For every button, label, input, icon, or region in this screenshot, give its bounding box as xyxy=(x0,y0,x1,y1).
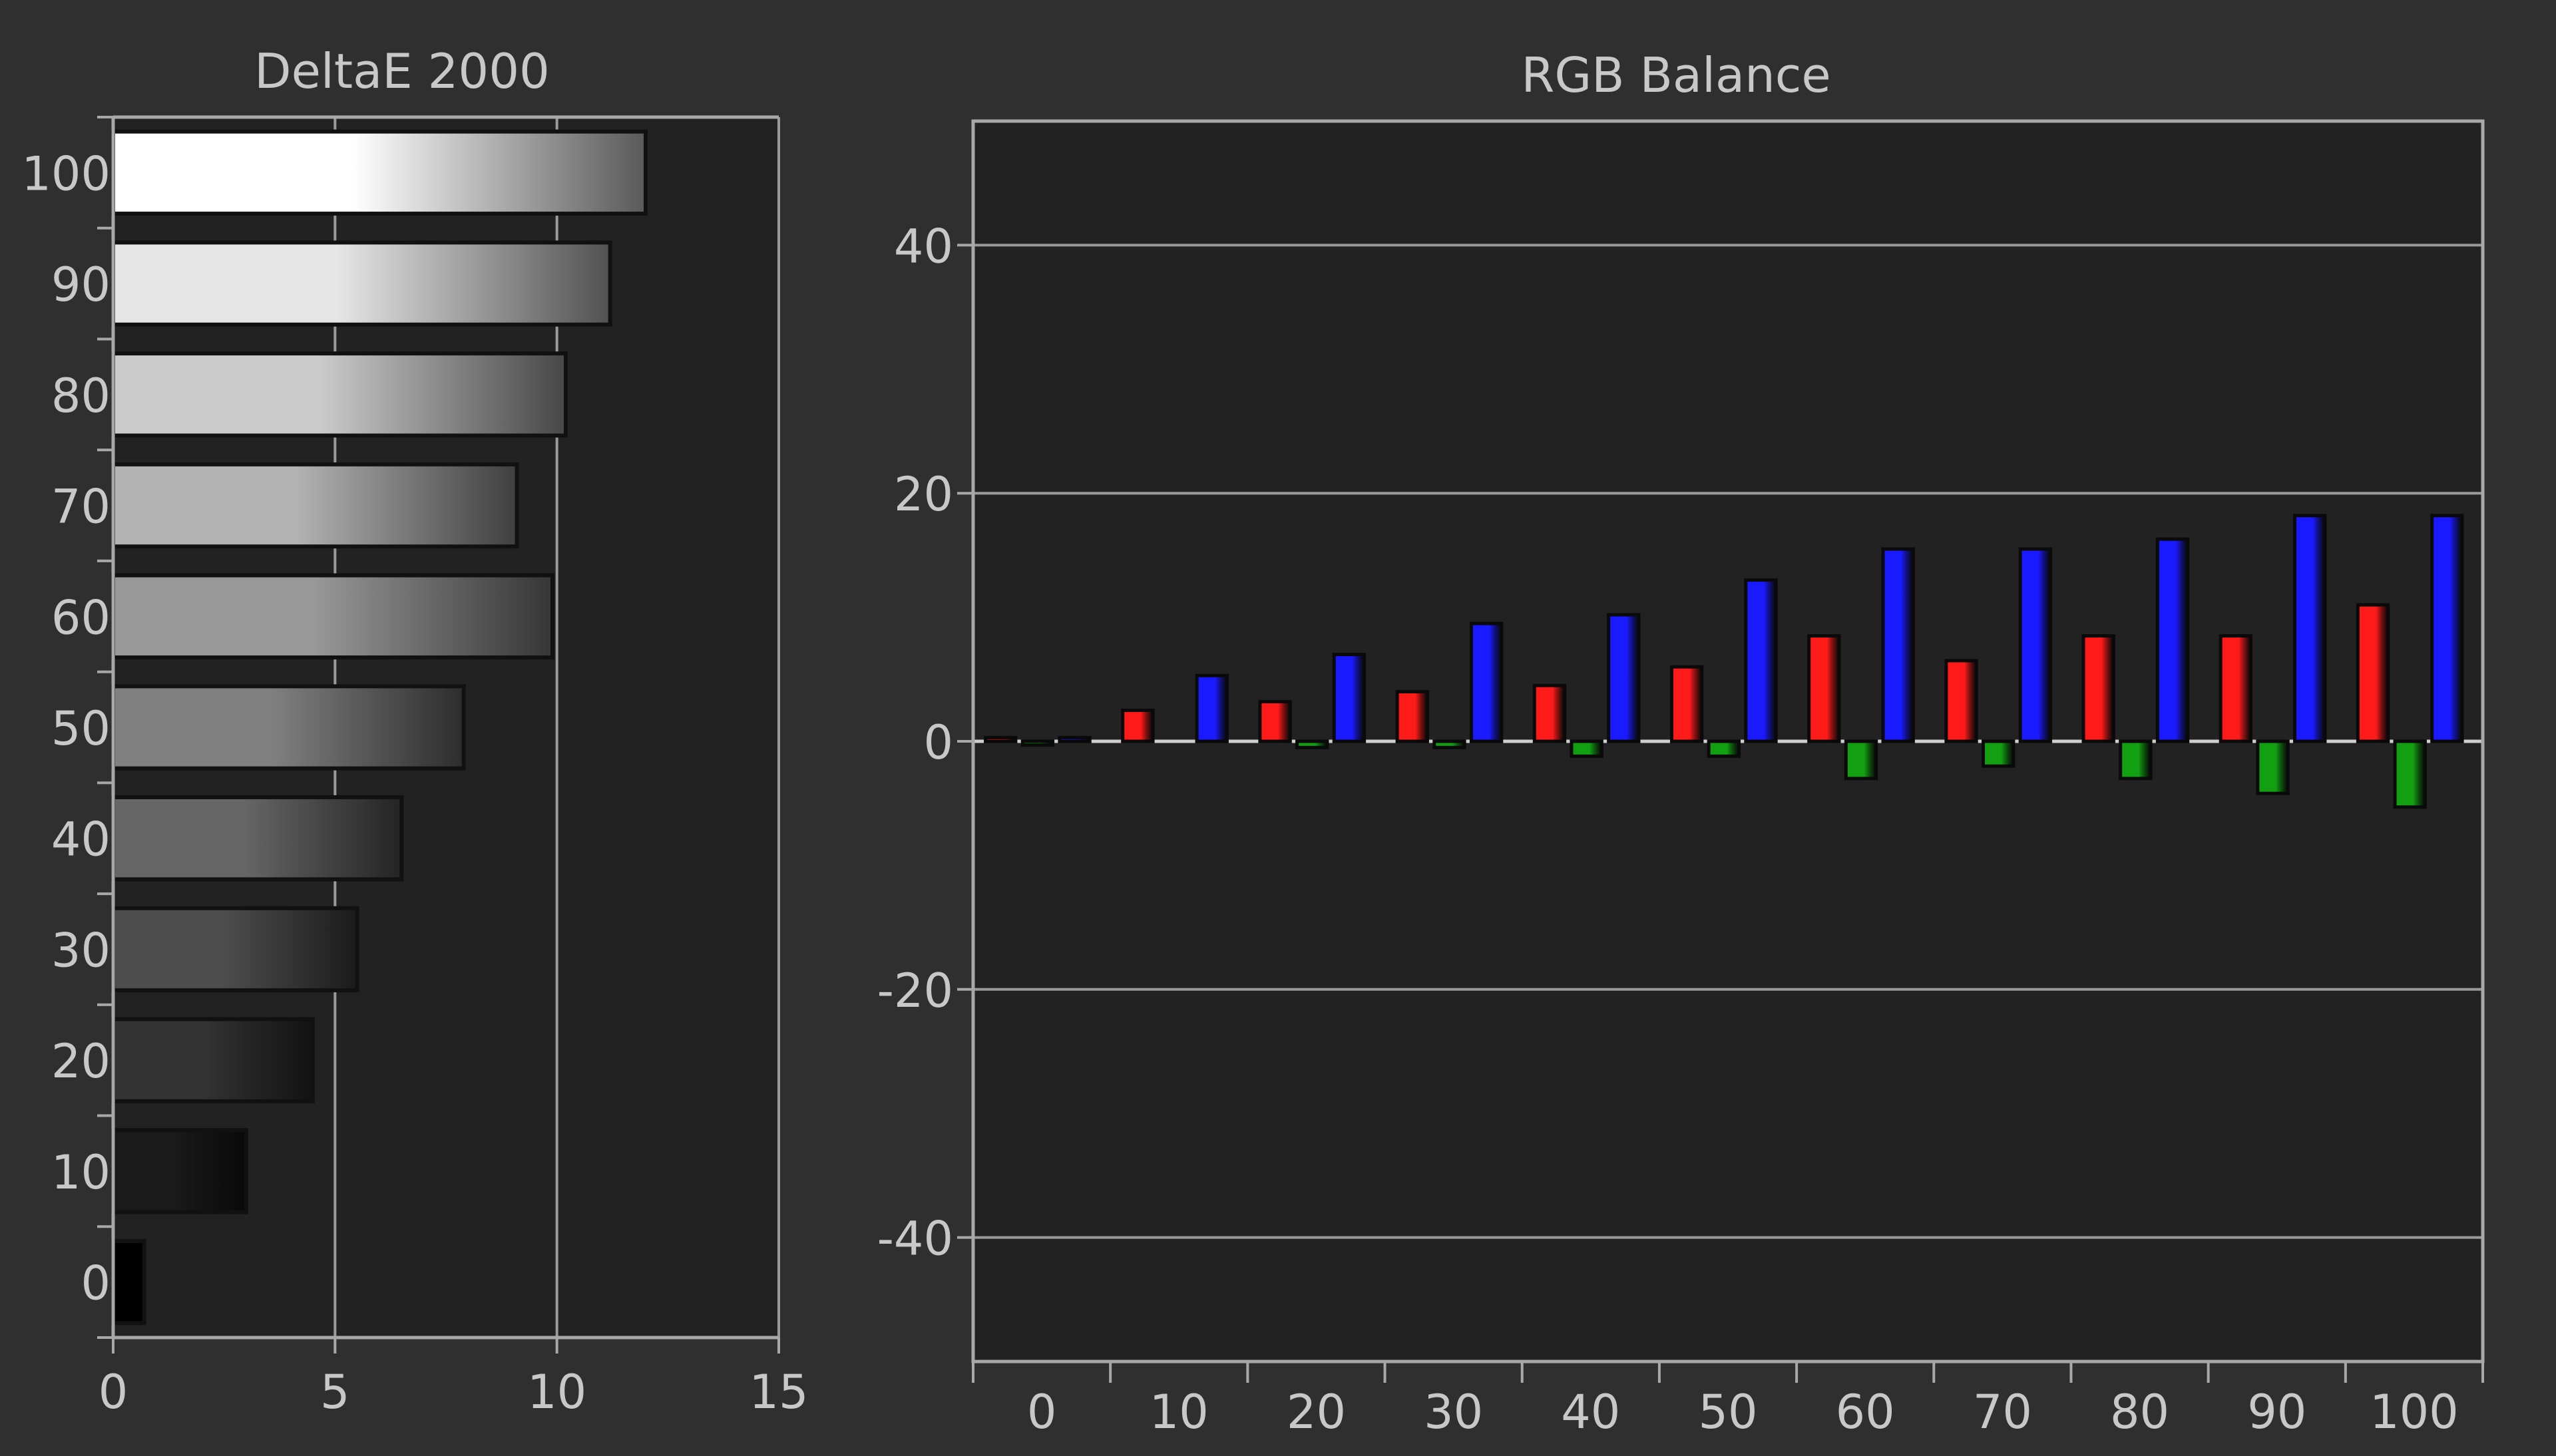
plot-frame xyxy=(971,119,2485,1364)
chart-title: DeltaE 2000 xyxy=(254,43,550,99)
y-tick-labels: 40 20 0 -20 -40 xyxy=(877,219,953,1266)
green-bar-60 xyxy=(1844,739,1878,781)
red-bar-60 xyxy=(1807,634,1841,743)
deltae-2000-chart: DeltaE 2000 0 10 20 30 40 50 60 70 80 90 100 0 5 10 1… xyxy=(21,43,808,1419)
blue-bar-0 xyxy=(1058,735,1092,743)
y-tick-label: -40 xyxy=(877,1212,953,1266)
red-bar-30 xyxy=(1395,689,1429,743)
green-bar-100 xyxy=(2393,739,2427,809)
y-tick-label: 0 xyxy=(923,715,953,770)
blue-bar-60 xyxy=(1881,547,1915,743)
x-tick-label: 90 xyxy=(2247,1385,2306,1439)
green-bar-70 xyxy=(1981,739,2016,768)
y-tick-label: 40 xyxy=(51,813,110,867)
blue-bar-80 xyxy=(2155,537,2190,743)
green-bar-80 xyxy=(2119,739,2153,781)
green-bar-20 xyxy=(1295,739,1329,749)
blue-bar-20 xyxy=(1332,653,1367,743)
x-tick-labels: 0 10 20 30 40 50 60 70 80 90 100 xyxy=(1027,1385,2459,1439)
y-tick-label: 80 xyxy=(51,369,110,423)
x-tick-label: 50 xyxy=(1698,1385,1757,1439)
blue-bar-40 xyxy=(1607,613,1641,743)
x-tick-label: 20 xyxy=(1287,1385,1346,1439)
bar-0 xyxy=(111,1238,146,1326)
y-tick-label: 70 xyxy=(51,480,110,534)
bar-series xyxy=(111,129,648,1326)
blue-bar-50 xyxy=(1744,578,1778,743)
green-bar-90 xyxy=(2256,739,2290,795)
y-tick-label: 90 xyxy=(51,258,110,312)
blue-bar-10 xyxy=(1195,673,1229,743)
x-tick-label: 30 xyxy=(1424,1385,1483,1439)
x-tick-label: 80 xyxy=(2110,1385,2169,1439)
axes xyxy=(957,119,2485,1383)
bar-50 xyxy=(111,684,466,771)
red-bar-0 xyxy=(984,735,1018,743)
x-tick-label: 10 xyxy=(527,1365,586,1419)
x-tick-label: 40 xyxy=(1561,1385,1620,1439)
blue-bar-30 xyxy=(1469,622,1504,743)
y-tick-label: -20 xyxy=(877,964,953,1018)
red-bar-100 xyxy=(2356,603,2390,743)
red-bar-90 xyxy=(2219,634,2253,743)
x-tick-label: 0 xyxy=(1027,1385,1057,1439)
x-tick-label: 10 xyxy=(1150,1385,1209,1439)
green-bar-30 xyxy=(1432,739,1466,749)
x-tick-label: 70 xyxy=(1973,1385,2032,1439)
green-bar-50 xyxy=(1707,739,1741,758)
blue-bar-90 xyxy=(2293,514,2327,743)
x-tick-label: 15 xyxy=(749,1365,808,1419)
red-bar-80 xyxy=(2081,634,2115,743)
bar-40 xyxy=(111,795,404,882)
y-tick-label: 50 xyxy=(51,701,110,756)
bar-80 xyxy=(111,351,568,438)
y-tick-label: 0 xyxy=(81,1256,110,1311)
y-tick-label: 40 xyxy=(894,219,953,273)
bar-60 xyxy=(111,573,554,659)
axes xyxy=(97,115,780,1354)
bar-20 xyxy=(111,1017,315,1103)
bar-90 xyxy=(111,240,612,327)
bar-series xyxy=(984,514,2464,809)
bar-70 xyxy=(111,462,519,549)
bar-10 xyxy=(111,1128,248,1214)
bar-30 xyxy=(111,906,359,993)
rgb-balance-chart: RGB Balance 40 20 0 -20 -40 0 10 20 30 40 50 60 70 8… xyxy=(877,47,2485,1439)
red-bar-20 xyxy=(1258,699,1292,743)
y-tick-label: 20 xyxy=(51,1034,110,1089)
x-tick-label: 5 xyxy=(320,1365,350,1419)
green-bar-0 xyxy=(1020,739,1055,747)
y-tick-label: 20 xyxy=(894,467,953,522)
red-bar-70 xyxy=(1944,659,1978,743)
x-tick-label: 60 xyxy=(1836,1385,1895,1439)
blue-bar-70 xyxy=(2018,547,2053,743)
blue-bar-100 xyxy=(2430,514,2464,743)
x-tick-labels: 0 5 10 15 xyxy=(99,1365,809,1419)
y-tick-label: 60 xyxy=(51,590,110,645)
y-tick-label: 100 xyxy=(21,146,110,201)
y-tick-labels: 0 10 20 30 40 50 60 70 80 90 100 xyxy=(21,146,110,1310)
chart-title: RGB Balance xyxy=(1521,47,1830,103)
y-tick-label: 10 xyxy=(51,1145,110,1200)
green-bar-40 xyxy=(1570,739,1603,758)
red-bar-50 xyxy=(1669,665,1704,743)
red-bar-10 xyxy=(1121,708,1155,743)
x-tick-label: 100 xyxy=(2370,1385,2459,1439)
red-bar-40 xyxy=(1532,683,1567,743)
bar-100 xyxy=(111,129,648,216)
y-tick-label: 30 xyxy=(51,923,110,978)
x-tick-label: 0 xyxy=(99,1365,128,1419)
